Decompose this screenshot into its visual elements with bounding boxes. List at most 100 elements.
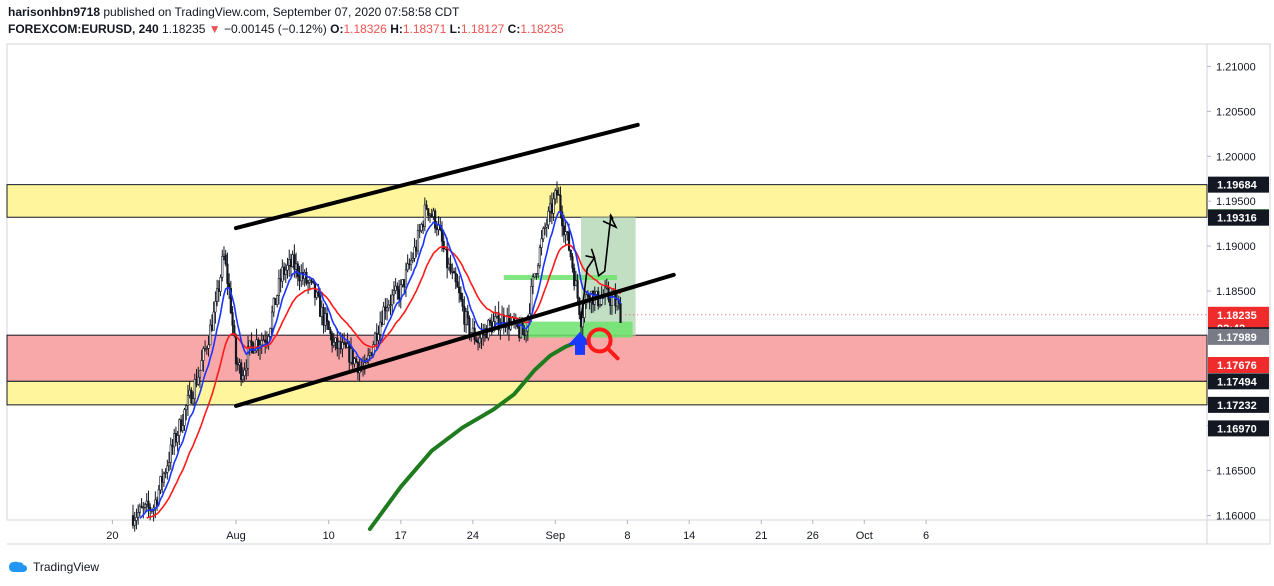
candle-up xyxy=(525,330,528,336)
upper-channel-trendline xyxy=(234,122,640,231)
candle xyxy=(573,263,576,291)
candle-up xyxy=(432,210,435,217)
high-value: 1.18371 xyxy=(402,22,447,36)
candle xyxy=(190,387,193,405)
candle-up xyxy=(394,285,397,291)
candle-up xyxy=(531,276,535,287)
candle-up xyxy=(260,340,263,346)
candle xyxy=(241,367,244,384)
candle xyxy=(176,430,179,452)
x-tick-label: 6 xyxy=(923,530,929,542)
candle-down xyxy=(229,288,232,313)
y-tick-label: 1.19000 xyxy=(1216,241,1256,253)
candle-up xyxy=(605,286,608,289)
candle xyxy=(191,391,195,406)
candle-up xyxy=(540,238,543,248)
candle-down xyxy=(234,335,238,365)
candle-up xyxy=(219,276,222,292)
candle-down xyxy=(293,254,296,270)
symbol-name[interactable]: FOREXCOM:EURUSD, 240 xyxy=(8,22,159,36)
candle-down xyxy=(573,267,576,286)
candle xyxy=(162,471,166,487)
candle-down xyxy=(264,339,267,343)
price-badge xyxy=(1208,396,1269,413)
candle-down xyxy=(322,306,325,326)
candle xyxy=(391,289,394,315)
candle xyxy=(420,222,423,234)
candle-up xyxy=(377,334,380,341)
candle xyxy=(179,414,183,433)
candle-up xyxy=(138,505,141,513)
candle xyxy=(409,251,413,271)
candle-down xyxy=(344,342,347,348)
candle-up xyxy=(464,311,468,325)
candle xyxy=(598,303,602,308)
candle-up xyxy=(391,294,394,306)
change-down-icon: ▼ xyxy=(208,22,221,36)
x-tick-label: Oct xyxy=(856,530,873,542)
candle xyxy=(537,262,540,278)
candle xyxy=(425,200,428,211)
candle xyxy=(531,273,535,295)
candle xyxy=(221,249,224,282)
candle xyxy=(325,305,329,330)
candle xyxy=(274,297,277,305)
candle-down xyxy=(236,363,239,366)
candle-up xyxy=(286,264,289,271)
candle-up xyxy=(552,198,555,214)
candle-up xyxy=(188,389,191,396)
candle xyxy=(260,332,263,354)
candle-up xyxy=(167,462,171,467)
candle xyxy=(332,332,335,349)
candle xyxy=(576,273,579,306)
candle xyxy=(147,490,150,518)
buy-arrow-icon xyxy=(568,331,593,355)
open-value: 1.18326 xyxy=(343,22,387,36)
candle-up xyxy=(173,433,176,448)
candle xyxy=(411,252,414,264)
candle-down xyxy=(614,294,617,307)
candle xyxy=(207,335,210,357)
candle xyxy=(547,206,550,230)
candle xyxy=(416,224,420,255)
candle-up xyxy=(143,503,147,508)
candle-up xyxy=(353,358,356,365)
candle-up xyxy=(238,362,241,366)
candle xyxy=(216,279,219,307)
candle-down xyxy=(559,195,562,213)
candle-down xyxy=(147,500,150,508)
candle-down xyxy=(233,325,236,336)
candle-up xyxy=(270,311,274,329)
candle-down xyxy=(521,322,524,336)
price-badge-label: 1.19684 xyxy=(1217,180,1258,192)
candle-down xyxy=(561,211,564,227)
candle-up xyxy=(542,228,545,240)
candle xyxy=(200,349,203,371)
candle xyxy=(427,208,430,222)
candle-up xyxy=(135,517,138,521)
candle-down xyxy=(562,225,565,236)
candle xyxy=(377,325,380,345)
candle-down xyxy=(351,348,354,365)
candle-up xyxy=(564,231,567,236)
candle-up xyxy=(610,296,614,306)
candle xyxy=(193,373,196,407)
candle-down xyxy=(355,358,358,363)
candle-up xyxy=(451,271,454,273)
candle-down xyxy=(619,303,622,323)
candle-down xyxy=(240,362,243,380)
candle-up xyxy=(320,306,323,317)
candle xyxy=(413,238,416,262)
candle-up xyxy=(549,203,552,212)
candle xyxy=(270,305,274,335)
candle xyxy=(461,292,464,312)
candle-up xyxy=(437,225,440,230)
candle-up xyxy=(385,307,389,312)
candle xyxy=(554,188,557,205)
candle xyxy=(434,208,437,234)
candle-up xyxy=(176,435,179,443)
demand-zone xyxy=(6,334,1208,382)
publisher-username: harisonhbn9718 xyxy=(8,5,101,19)
candle xyxy=(229,280,232,315)
